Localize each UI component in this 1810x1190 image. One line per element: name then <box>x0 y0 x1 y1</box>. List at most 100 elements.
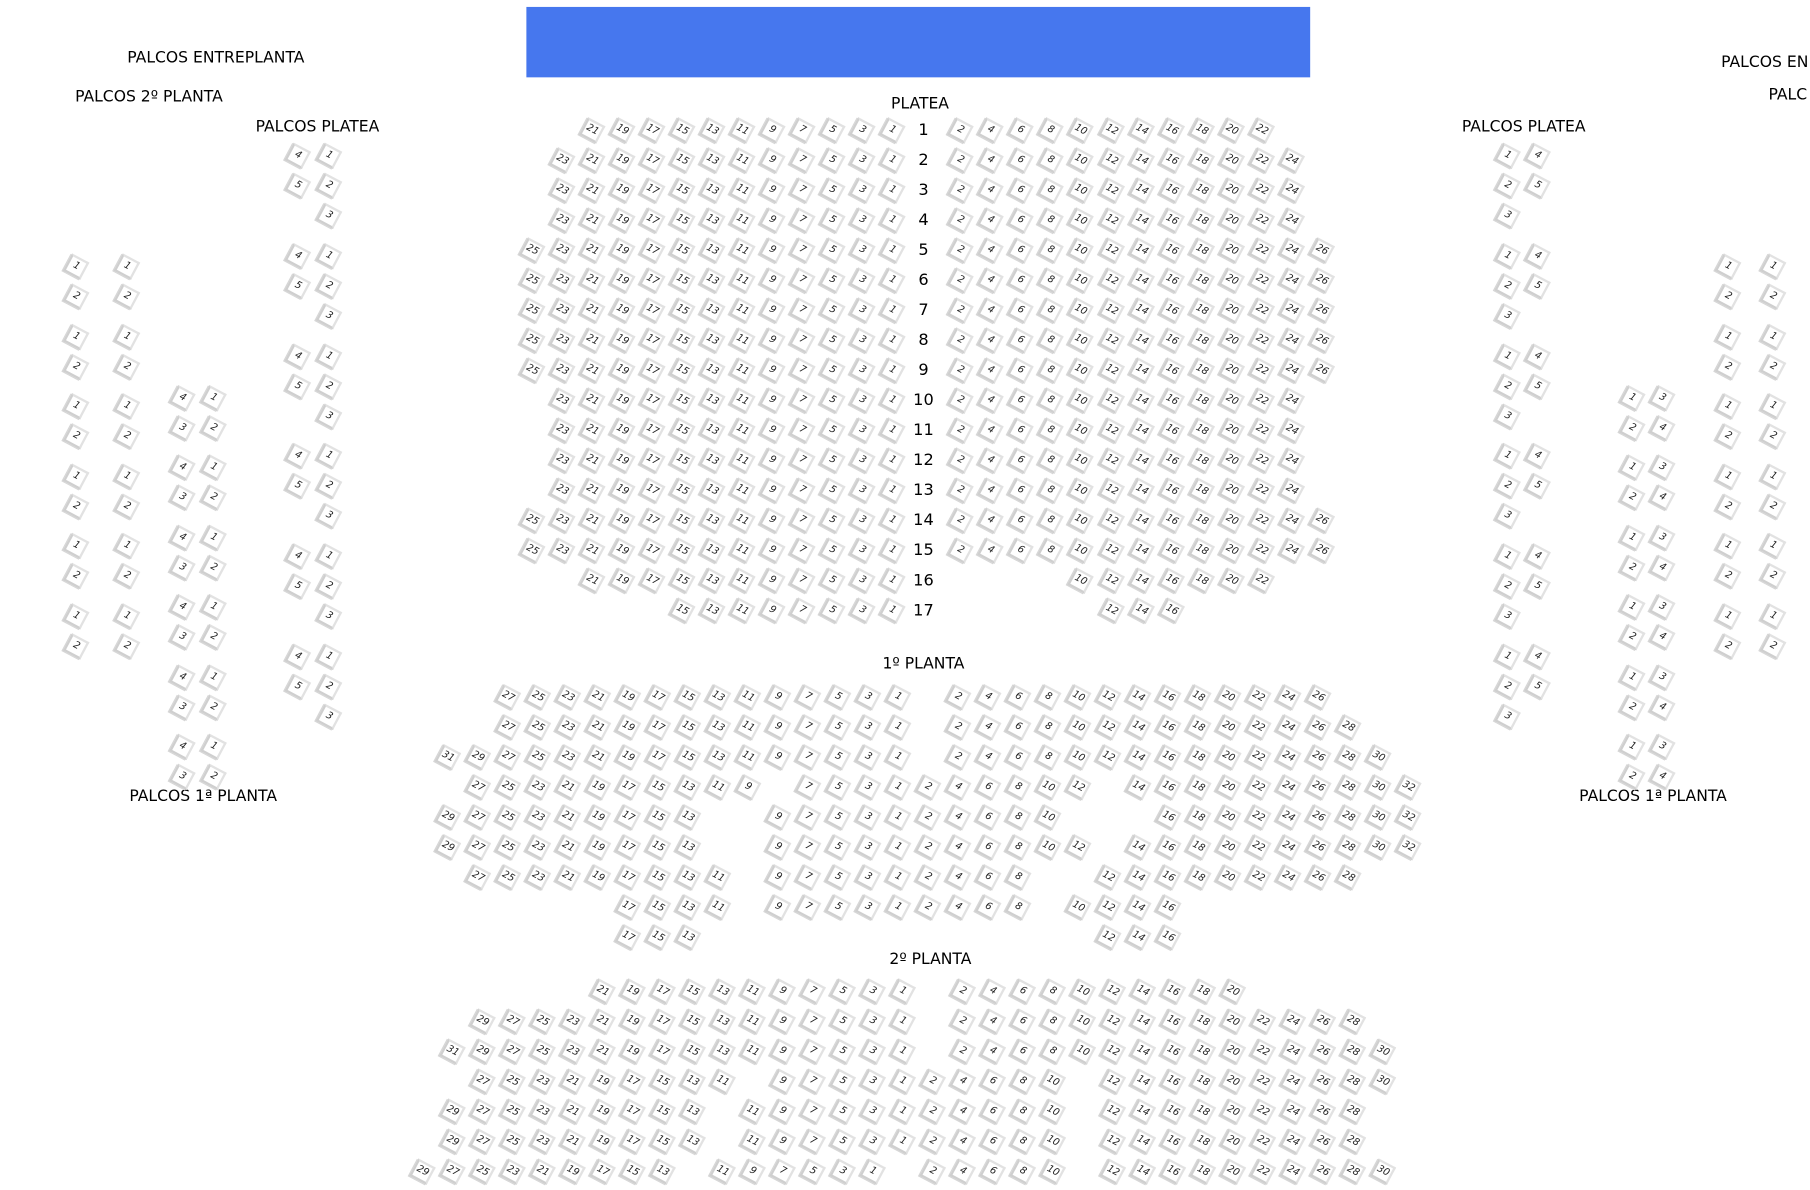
platea-seat[interactable]: 10 <box>1067 147 1095 174</box>
planta2-seat[interactable]: 5 <box>829 1098 856 1125</box>
planta1-seat[interactable]: 1 <box>884 894 912 921</box>
platea-seat[interactable]: 6 <box>1007 207 1034 234</box>
planta2-seat[interactable]: 24 <box>1279 1068 1307 1095</box>
palco-seat[interactable]: 3 <box>1494 703 1521 731</box>
platea-seat[interactable]: 13 <box>698 537 726 564</box>
platea-seat[interactable]: 10 <box>1067 267 1095 294</box>
planta1-seat[interactable]: 18 <box>1184 743 1212 771</box>
planta1-seat[interactable]: 3 <box>854 713 882 741</box>
palco-seat[interactable]: 2 <box>113 563 141 590</box>
planta2-seat[interactable]: 29 <box>439 1098 466 1125</box>
platea-seat[interactable]: 12 <box>1097 327 1125 354</box>
planta1-seat[interactable]: 22 <box>1244 683 1272 711</box>
planta2-seat[interactable]: 2 <box>919 1068 946 1095</box>
platea-seat[interactable]: 15 <box>668 597 696 624</box>
planta2-seat[interactable]: 23 <box>559 1008 586 1035</box>
platea-seat[interactable]: 13 <box>698 507 726 534</box>
platea-seat[interactable]: 18 <box>1188 357 1215 384</box>
planta2-seat[interactable]: 14 <box>1129 1038 1157 1065</box>
platea-seat[interactable]: 7 <box>788 177 816 204</box>
platea-seat[interactable]: 9 <box>758 507 786 534</box>
planta1-seat[interactable]: 15 <box>644 834 672 861</box>
planta1-seat[interactable]: 20 <box>1214 773 1242 801</box>
platea-seat[interactable]: 2 <box>947 117 974 144</box>
palco-seat[interactable]: 2 <box>200 484 227 512</box>
platea-seat[interactable]: 18 <box>1188 207 1215 234</box>
planta2-seat[interactable]: 10 <box>1069 1008 1097 1035</box>
palco-seat[interactable]: 2 <box>200 554 227 581</box>
planta1-seat[interactable]: 4 <box>944 894 972 921</box>
planta2-seat[interactable]: 7 <box>799 1128 826 1155</box>
planta1-seat[interactable]: 17 <box>614 804 642 831</box>
planta2-seat[interactable]: 15 <box>649 1068 676 1095</box>
platea-seat[interactable]: 7 <box>788 267 816 294</box>
planta2-seat[interactable]: 12 <box>1099 1128 1127 1155</box>
planta1-seat[interactable]: 14 <box>1124 743 1152 771</box>
planta1-seat[interactable]: 25 <box>524 683 552 711</box>
planta1-seat[interactable]: 16 <box>1154 894 1182 921</box>
planta2-seat[interactable]: 15 <box>679 1038 706 1065</box>
planta1-seat[interactable]: 26 <box>1304 743 1332 771</box>
palco-seat[interactable]: 5 <box>284 573 312 600</box>
platea-seat[interactable]: 16 <box>1158 117 1185 144</box>
platea-seat[interactable]: 15 <box>668 117 696 144</box>
platea-seat[interactable]: 12 <box>1097 537 1125 564</box>
palco-seat[interactable]: 2 <box>1714 493 1742 520</box>
platea-seat[interactable]: 5 <box>819 147 846 174</box>
platea-seat[interactable]: 1 <box>879 177 906 204</box>
planta2-seat[interactable]: 19 <box>589 1068 616 1095</box>
planta2-seat[interactable]: 18 <box>1189 978 1217 1005</box>
planta2-seat[interactable]: 28 <box>1339 1008 1367 1035</box>
planta1-seat[interactable]: 8 <box>1034 683 1062 711</box>
planta1-seat[interactable]: 32 <box>1395 773 1422 801</box>
planta1-seat[interactable]: 8 <box>1004 864 1032 891</box>
palco-seat[interactable]: 1 <box>62 253 90 280</box>
planta1-seat[interactable]: 13 <box>674 864 702 891</box>
palco-seat[interactable]: 1 <box>1714 393 1742 420</box>
planta2-seat[interactable]: 19 <box>589 1128 616 1155</box>
platea-seat[interactable]: 3 <box>849 357 876 384</box>
planta2-seat[interactable]: 23 <box>529 1128 556 1155</box>
platea-seat[interactable]: 16 <box>1158 357 1185 384</box>
planta2-seat[interactable]: 27 <box>499 1008 526 1035</box>
platea-seat[interactable]: 11 <box>728 237 756 264</box>
planta2-seat[interactable]: 23 <box>499 1158 526 1185</box>
platea-seat[interactable]: 10 <box>1067 357 1095 384</box>
palco-seat[interactable]: 3 <box>1648 594 1676 621</box>
platea-seat[interactable]: 17 <box>638 537 666 564</box>
planta2-seat[interactable]: 7 <box>769 1158 796 1185</box>
platea-seat[interactable]: 14 <box>1127 237 1155 264</box>
planta2-seat[interactable]: 7 <box>799 1038 826 1065</box>
planta1-seat[interactable]: 14 <box>1124 834 1152 861</box>
platea-seat[interactable]: 4 <box>977 237 1004 264</box>
platea-seat[interactable]: 16 <box>1158 447 1185 474</box>
planta2-seat[interactable]: 27 <box>469 1128 496 1155</box>
planta1-seat[interactable]: 26 <box>1304 773 1332 801</box>
planta2-seat[interactable]: 10 <box>1039 1158 1067 1185</box>
platea-seat[interactable]: 22 <box>1248 237 1275 264</box>
planta1-seat[interactable]: 28 <box>1334 864 1362 891</box>
palco-seat[interactable]: 1 <box>1714 533 1742 560</box>
planta2-seat[interactable]: 29 <box>469 1038 496 1065</box>
planta2-seat[interactable]: 16 <box>1159 1098 1187 1125</box>
palco-seat[interactable]: 2 <box>1759 423 1787 450</box>
planta2-seat[interactable]: 3 <box>859 1098 886 1125</box>
planta1-seat[interactable]: 31 <box>434 743 462 771</box>
planta1-seat[interactable]: 11 <box>734 743 762 771</box>
planta1-seat[interactable]: 30 <box>1365 743 1392 771</box>
platea-seat[interactable]: 7 <box>788 507 816 534</box>
planta2-seat[interactable]: 24 <box>1279 1008 1307 1035</box>
planta1-seat[interactable]: 22 <box>1244 743 1272 771</box>
platea-seat[interactable]: 23 <box>548 297 576 324</box>
platea-seat[interactable]: 7 <box>788 477 816 504</box>
platea-seat[interactable]: 8 <box>1037 207 1065 234</box>
planta2-seat[interactable]: 22 <box>1249 1068 1277 1095</box>
planta1-seat[interactable]: 21 <box>554 804 582 831</box>
palco-seat[interactable]: 2 <box>1494 673 1521 701</box>
palco-seat[interactable]: 2 <box>200 624 227 651</box>
planta2-seat[interactable]: 26 <box>1309 1068 1337 1095</box>
platea-seat[interactable]: 18 <box>1188 267 1215 294</box>
planta2-seat[interactable]: 6 <box>1009 1038 1037 1065</box>
palco-seat[interactable]: 1 <box>113 323 141 350</box>
planta1-seat[interactable]: 1 <box>884 773 912 801</box>
